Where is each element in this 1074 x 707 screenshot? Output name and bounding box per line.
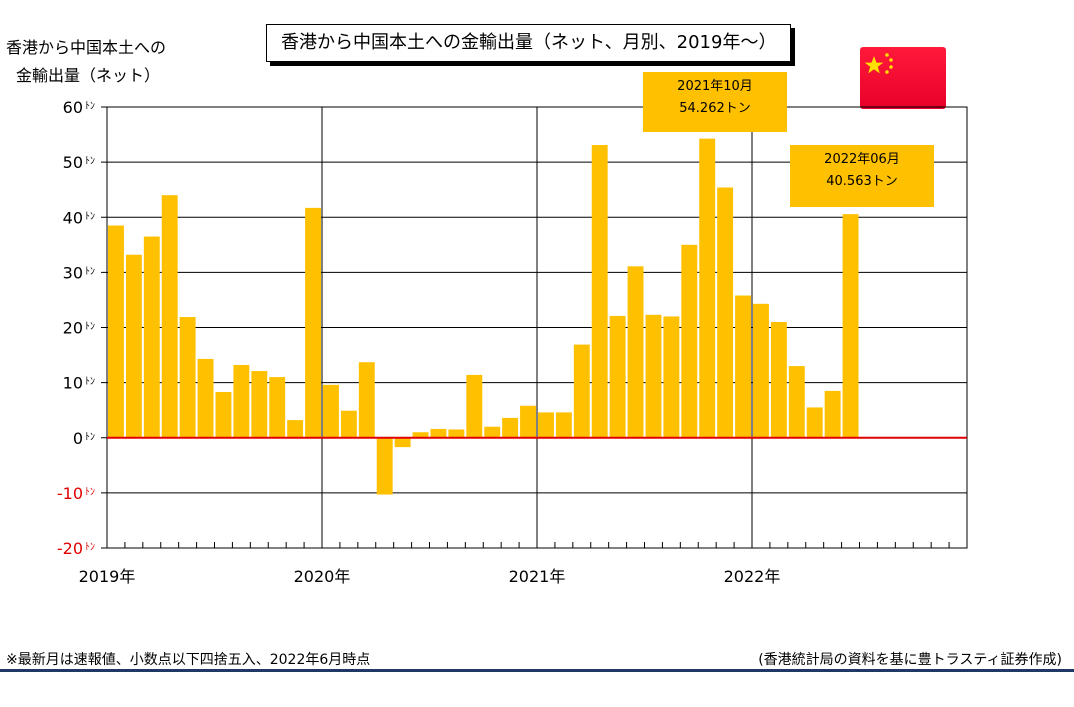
bar (412, 432, 429, 438)
y-axis-label-line-2: 金輸出量（ネット） (16, 66, 161, 85)
china-flag-icon (860, 47, 946, 109)
flag-small-star (889, 65, 893, 69)
bar (448, 429, 465, 438)
y-tick-unit: ﾄﾝ (85, 377, 95, 388)
bar (466, 374, 483, 438)
y-tick-unit: ﾄﾝ (85, 211, 95, 222)
bar (663, 316, 680, 438)
axes (101, 106, 968, 549)
bar (323, 384, 339, 438)
latest-callout: 2022年06月 40.563トン (790, 145, 934, 207)
bar (125, 254, 142, 438)
y-tick-label: 10 (63, 374, 83, 393)
y-tick-label: 50 (63, 153, 83, 172)
y-tick-unit: ﾄﾝ (85, 156, 95, 167)
bar (394, 437, 411, 448)
bar (824, 390, 841, 438)
bar (161, 195, 178, 438)
y-axis-label: 香港から中国本土への 金輸出量（ネット） (6, 34, 166, 90)
y-tick-label: -10 (57, 484, 83, 503)
bar (179, 317, 196, 438)
bar (340, 410, 357, 438)
bar (699, 138, 716, 438)
x-tick-label: 2020年 (294, 567, 351, 586)
peak-callout-value: 54.262トン (679, 101, 751, 116)
flag-small-star (889, 58, 893, 62)
bar (197, 358, 214, 438)
bar (770, 321, 787, 438)
y-tick-label: 60 (63, 98, 83, 117)
bar (681, 244, 698, 438)
latest-callout-date: 2022年06月 (824, 152, 900, 167)
source-note: (香港統計局の資料を基に豊トラスティ証券作成) (758, 652, 1062, 668)
flag-large-star (864, 56, 884, 74)
bar (287, 420, 304, 438)
bar (555, 412, 572, 438)
bars (108, 138, 859, 495)
footnote: ※最新月は速報値、小数点以下四捨五入、2022年6月時点 (6, 652, 371, 668)
y-tick-label: -20 (57, 539, 83, 558)
bar (376, 437, 393, 495)
bar (484, 426, 501, 438)
x-tick-label: 2021年 (509, 567, 566, 586)
flag-small-star (885, 70, 889, 74)
y-tick-unit: ﾄﾝ (85, 487, 95, 498)
y-tick-label: 40 (63, 208, 83, 227)
bar (430, 428, 447, 438)
bar (520, 405, 536, 438)
y-tick-label: 20 (63, 319, 83, 338)
bar (645, 314, 662, 438)
bar (358, 362, 375, 438)
flag-small-star (885, 53, 889, 57)
chart-title: 香港から中国本土への金輸出量（ネット、月別、2019年～） (266, 24, 792, 62)
y-tick-unit: ﾄﾝ (85, 542, 95, 553)
bar (806, 407, 823, 438)
bar (233, 364, 250, 438)
bar (717, 187, 734, 438)
latest-callout-value: 40.563トン (826, 174, 898, 189)
peak-callout: 2021年10月 54.262トン (643, 72, 787, 132)
x-tick-label: 2022年 (724, 567, 781, 586)
y-tick-label: 0 (73, 429, 83, 448)
y-tick-unit: ﾄﾝ (85, 101, 95, 112)
bar (108, 225, 124, 438)
bottom-rule (0, 669, 1074, 672)
x-tick-label: 2019年 (79, 567, 136, 586)
bar (735, 295, 751, 438)
y-tick-label: 30 (63, 263, 83, 282)
bar (269, 377, 286, 438)
y-tick-unit: ﾄﾝ (85, 322, 95, 333)
bar (538, 412, 554, 438)
bar (251, 371, 268, 438)
bar (609, 315, 626, 438)
bar (573, 344, 590, 438)
bar (143, 236, 160, 438)
y-tick-unit: ﾄﾝ (85, 432, 95, 443)
y-axis-label-line-1: 香港から中国本土への (6, 38, 167, 57)
peak-callout-date: 2021年10月 (677, 79, 753, 94)
bar (627, 266, 644, 438)
bar (753, 303, 769, 438)
bar (788, 366, 805, 438)
y-tick-unit: ﾄﾝ (85, 266, 95, 277)
bar (842, 214, 859, 438)
bar (591, 145, 608, 438)
bar (502, 417, 519, 438)
bar (215, 391, 232, 438)
bar (305, 207, 321, 438)
